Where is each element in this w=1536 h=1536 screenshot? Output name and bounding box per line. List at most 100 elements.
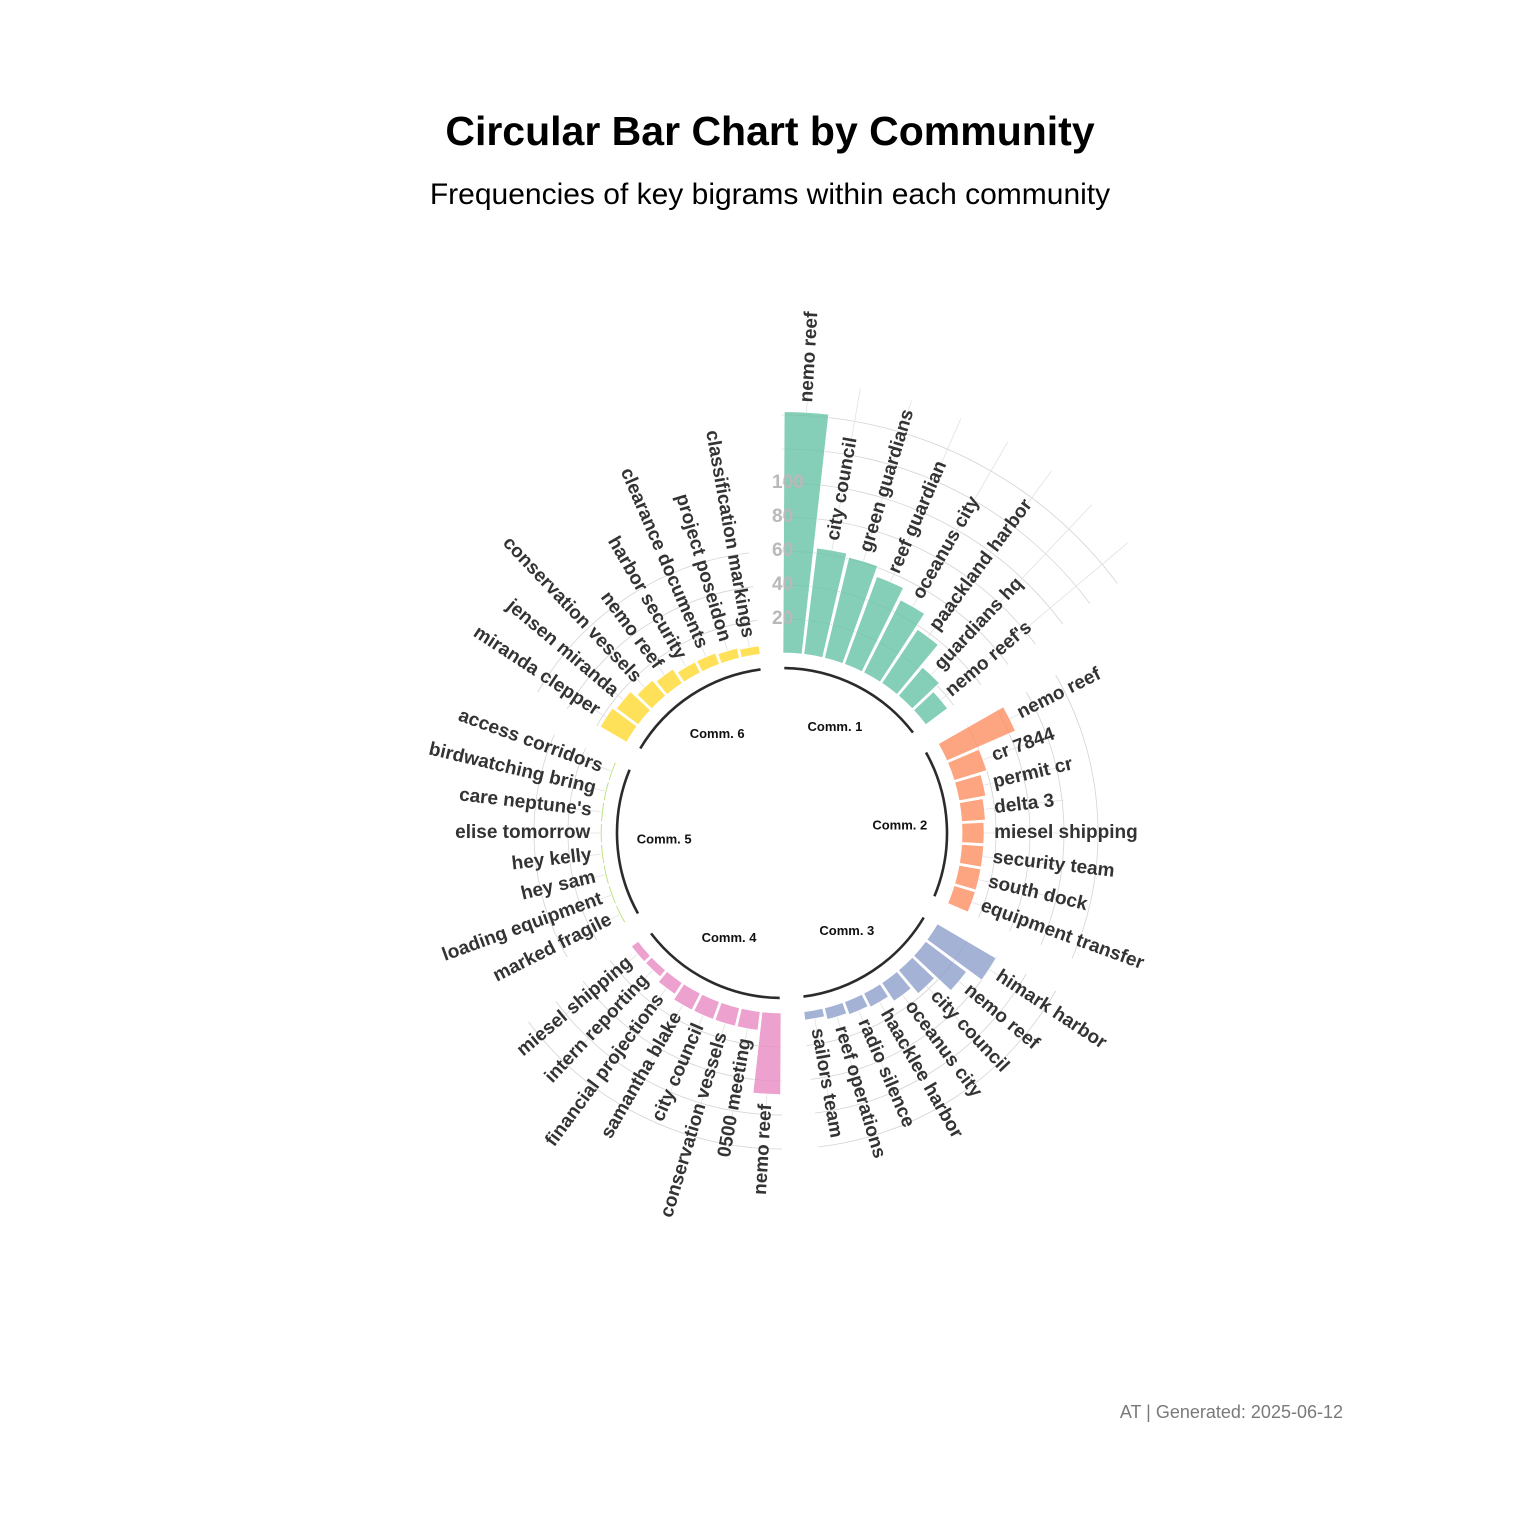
chart-title: Circular Bar Chart by Community [445, 108, 1095, 154]
bar-comm-3-reef-operations [823, 1001, 848, 1020]
grid-arc-comm-1-100 [781, 482, 1064, 625]
grid-arc-comm-1-20 [781, 618, 954, 706]
bar-comm-5-hey-kelly [600, 843, 606, 865]
group-arc-comm-6 [639, 668, 761, 750]
grid-arc-comm-1-120 [781, 448, 1091, 604]
group-label-comm-1: Comm. 1 [808, 719, 863, 734]
grid-radial-comm-2-5 [982, 856, 1065, 867]
grid-radial-comm-1-7 [940, 542, 1129, 701]
grid-arc-comm-3-80 [818, 990, 1057, 1148]
bar-comm-1-nemo-reef [782, 411, 830, 655]
grid-arc-comm-3-60 [814, 973, 1027, 1114]
bar-comm-4-samantha-blake [673, 983, 701, 1011]
grid-radial-comm-1-0 [806, 382, 809, 413]
grid-radial-comm-1-5 [927, 470, 1052, 638]
bar-comm-1-reef-guardian [843, 575, 905, 673]
bar-comm-6-miranda-clepper [599, 707, 638, 743]
grid-arc-comm-1-140 [781, 414, 1118, 584]
grid-radial-comm-2-0 [1009, 704, 1037, 720]
grid-arc-comm-6-60 [537, 552, 750, 693]
tick-label-100: 100 [772, 472, 804, 493]
grid-radial-comm-4-4 [635, 1004, 683, 1086]
bar-comm-1-guardians-hq [897, 666, 940, 710]
bar-comm-2-permit-cr [954, 774, 987, 802]
bar-comm-2-nemo-reef [937, 706, 1016, 762]
bar-comm-3-city-council [897, 956, 935, 995]
grid-arc-comm-2-60 [1025, 691, 1065, 945]
grid-arc-comm-2-20 [966, 725, 997, 918]
group-arc-comm-2 [924, 751, 949, 897]
bar-layer [599, 411, 1016, 1096]
bar-label-comm-4-nemo-reef: nemo reef [750, 1103, 776, 1196]
bar-comm-1-green-guardians [823, 556, 879, 665]
grid-radial-comm-5-7 [582, 760, 612, 772]
group-label-comm-2: Comm. 2 [872, 818, 927, 833]
bar-comm-2-delta-3 [958, 798, 986, 823]
bar-comm-6-nemo-reef [655, 668, 683, 696]
bar-comm-5-birdwatching-bring [602, 781, 610, 802]
grid-arc-comm-2-80 [1055, 674, 1099, 959]
grid-arc-comm-6-40 [566, 586, 754, 710]
tick-label-40: 40 [772, 574, 793, 595]
bar-comm-3-himark-harbor [926, 923, 997, 981]
grid-radial-comm-4-2 [697, 1023, 726, 1113]
grid-radial-comm-1-1 [831, 388, 861, 551]
bar-comm-6-jensen-miranda [615, 691, 651, 726]
tick-label-80: 80 [772, 506, 793, 527]
bar-comm-5-care-neptune-s [600, 801, 606, 823]
grid-radial-comm-3-1 [958, 981, 996, 1013]
grid-radial-comm-5-2 [575, 874, 606, 883]
grid-arc-comm-1-80 [781, 516, 1036, 645]
bar-comm-2-cr-7844 [947, 748, 988, 781]
grid-radial-comm-2-2 [983, 766, 1060, 786]
group-arc-comm-4 [650, 932, 780, 1000]
bar-comm-4-financial-projections [657, 970, 683, 995]
grid-radial-comm-3-2 [926, 985, 974, 1036]
bar-comm-6-conservation-vessels [636, 679, 667, 710]
grid-radial-comm-5-5 [571, 808, 602, 813]
chart-subtitle: Frequencies of key bigrams within each c… [429, 178, 1111, 211]
bar-comm-3-haacklee-harbor [863, 983, 890, 1008]
grid-radial-comm-4-0 [764, 1094, 768, 1125]
grid-arc-comm-5-40 [533, 734, 568, 958]
bar-comm-4-intern-reporting [645, 956, 667, 978]
grid-arc-comm-6-20 [596, 620, 758, 727]
bar-comm-4-city-council [693, 993, 721, 1020]
grid-radial-comm-3-5 [858, 1010, 893, 1089]
bar-comm-6-classification-markings [739, 645, 761, 659]
bar-comm-6-harbor-security [676, 661, 701, 683]
bar-comm-5-marked-fragile [615, 904, 627, 924]
grid-radial-comm-5-0 [592, 914, 620, 929]
grid-radial-comm-3-6 [836, 1016, 863, 1100]
grid-radial-comm-4-7 [558, 953, 638, 1021]
bar-comm-1-city-council [803, 547, 848, 659]
bar-label-comm-5-elise-tomorrow: elise tomorrow [455, 822, 590, 843]
group-label-comm-3: Comm. 3 [819, 923, 874, 938]
group-arc-comm-5 [615, 769, 640, 915]
bar-label-comm-2-miesel-shipping: miesel shipping [994, 822, 1138, 843]
bar-comm-5-access-corridors [607, 761, 617, 781]
grid-radial-comm-6-0 [580, 700, 607, 718]
bar-comm-6-clearance-documents [696, 652, 721, 673]
grid-radial-comm-1-2 [862, 400, 912, 562]
grid-radial-comm-1-6 [930, 504, 1093, 676]
grid-radial-comm-6-1 [597, 678, 624, 701]
bar-comm-1-nemo-reef-s [913, 691, 949, 726]
grid-arc-comm-3-20 [806, 939, 968, 1046]
grid-arc-comm-4-80 [528, 1021, 783, 1150]
grid-radial-comm-6-4 [661, 624, 687, 668]
grid-radial-comm-4-3 [666, 1015, 704, 1101]
grid-arc-comm-5-20 [567, 748, 598, 941]
grid-radial-comm-3-0 [988, 968, 1015, 987]
bar-label-comm-2-delta-3: delta 3 [993, 790, 1055, 818]
group-arc-comm-3 [803, 916, 925, 998]
bar-comm-3-sailors-team [803, 1007, 825, 1021]
grid-radial-comm-5-6 [575, 783, 606, 792]
bar-comm-4-0500-meeting [736, 1007, 761, 1031]
bar-label-comm-1-nemo-reef: nemo reef [796, 310, 822, 403]
grid-layer [528, 382, 1129, 1150]
bar-comm-2-equipment-transfer [947, 885, 976, 913]
bar-comm-5-hey-sam [602, 864, 610, 885]
bar-comm-1-oceanus-city [863, 599, 926, 683]
